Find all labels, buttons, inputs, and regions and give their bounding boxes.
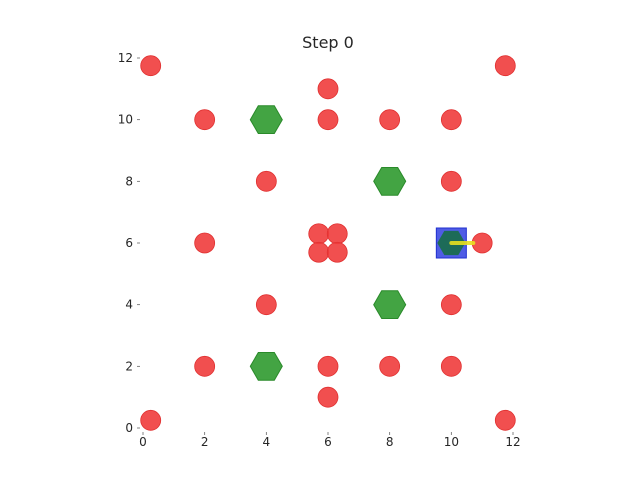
goal-hexagon xyxy=(373,290,407,319)
step-title: Step 0 xyxy=(302,33,354,52)
obstacle-circle xyxy=(255,170,277,192)
obstacle-circle xyxy=(440,170,462,192)
y-tick-label: 12 xyxy=(118,51,133,65)
y-tick-label: 2 xyxy=(125,359,133,373)
obstacle-circle xyxy=(440,355,462,377)
obstacle-circle xyxy=(194,232,216,254)
obstacle-circle xyxy=(326,241,348,263)
obstacle-circle xyxy=(379,355,401,377)
obstacle-circle xyxy=(308,223,330,245)
goal-hexagon xyxy=(249,352,283,381)
obstacle-circle xyxy=(140,409,162,431)
obstacle-circle xyxy=(494,55,516,77)
obstacle-circle xyxy=(379,109,401,131)
axes: 0 2 4 6 8 10 12 0 2 4 6 8 10 12 xyxy=(118,51,521,449)
y-tick-label: 6 xyxy=(125,236,133,250)
obstacle-circle xyxy=(317,78,339,100)
obstacle-circle xyxy=(317,355,339,377)
y-tick-label: 0 xyxy=(125,421,133,435)
obstacle-circle xyxy=(140,55,162,77)
obstacle-circle xyxy=(194,355,216,377)
x-tick-label: 2 xyxy=(201,435,209,449)
obstacle-circle xyxy=(440,109,462,131)
x-tick-label: 6 xyxy=(324,435,332,449)
x-tick-label: 10 xyxy=(444,435,459,449)
goal-hexagon xyxy=(373,167,407,196)
obstacle-circle xyxy=(308,241,330,263)
x-tick-label: 12 xyxy=(505,435,520,449)
obstacle-circle xyxy=(255,294,277,316)
obstacle-circle xyxy=(317,386,339,408)
y-tick-label: 4 xyxy=(125,298,133,312)
y-tick-label: 8 xyxy=(125,174,133,188)
obstacle-circle xyxy=(494,409,516,431)
obstacle-circle xyxy=(317,109,339,131)
obstacle-circle xyxy=(440,294,462,316)
goal-markers xyxy=(249,105,407,381)
y-tick-label: 10 xyxy=(118,113,133,127)
obstacle-circle xyxy=(194,109,216,131)
obstacle-circle xyxy=(326,223,348,245)
obstacle-markers xyxy=(140,55,516,431)
agent xyxy=(435,227,476,259)
goal-hexagon xyxy=(249,105,283,134)
x-tick-label: 4 xyxy=(263,435,271,449)
x-tick-label: 8 xyxy=(386,435,394,449)
x-tick-label: 0 xyxy=(139,435,147,449)
